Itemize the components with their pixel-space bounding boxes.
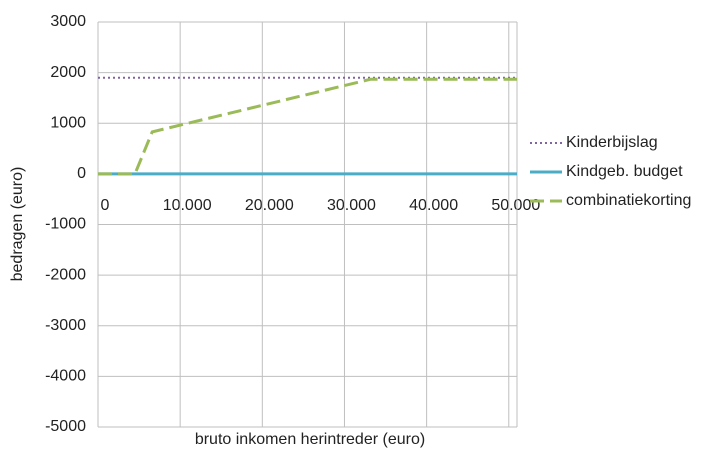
y-axis-label: bedragen (euro): [9, 167, 26, 282]
y-tick-label: -3000: [45, 317, 86, 334]
x-tick-label: 0: [101, 197, 110, 214]
x-axis-label: bruto inkomen herintreder (euro): [195, 431, 425, 448]
y-tick-label: -5000: [45, 418, 86, 435]
y-tick-label: -1000: [45, 216, 86, 233]
x-tick-label: 10.000: [163, 197, 212, 214]
x-tick-label: 50.000: [491, 197, 540, 214]
y-tick-label: 3000: [50, 13, 86, 30]
y-tick-label: -4000: [45, 368, 86, 385]
legend-label: Kinderbijslag: [566, 134, 658, 151]
x-tick-label: 30.000: [327, 197, 376, 214]
y-tick-label: 2000: [50, 64, 86, 81]
x-tick-label: 20.000: [245, 197, 294, 214]
legend-label: Kindgeb. budget: [566, 163, 683, 180]
x-tick-label: 40.000: [409, 197, 458, 214]
y-tick-label: 1000: [50, 114, 86, 131]
y-tick-label: 0: [77, 165, 86, 182]
y-tick-label: -2000: [45, 266, 86, 283]
series-line: [98, 77, 517, 176]
legend-label: combinatiekorting: [566, 192, 691, 209]
